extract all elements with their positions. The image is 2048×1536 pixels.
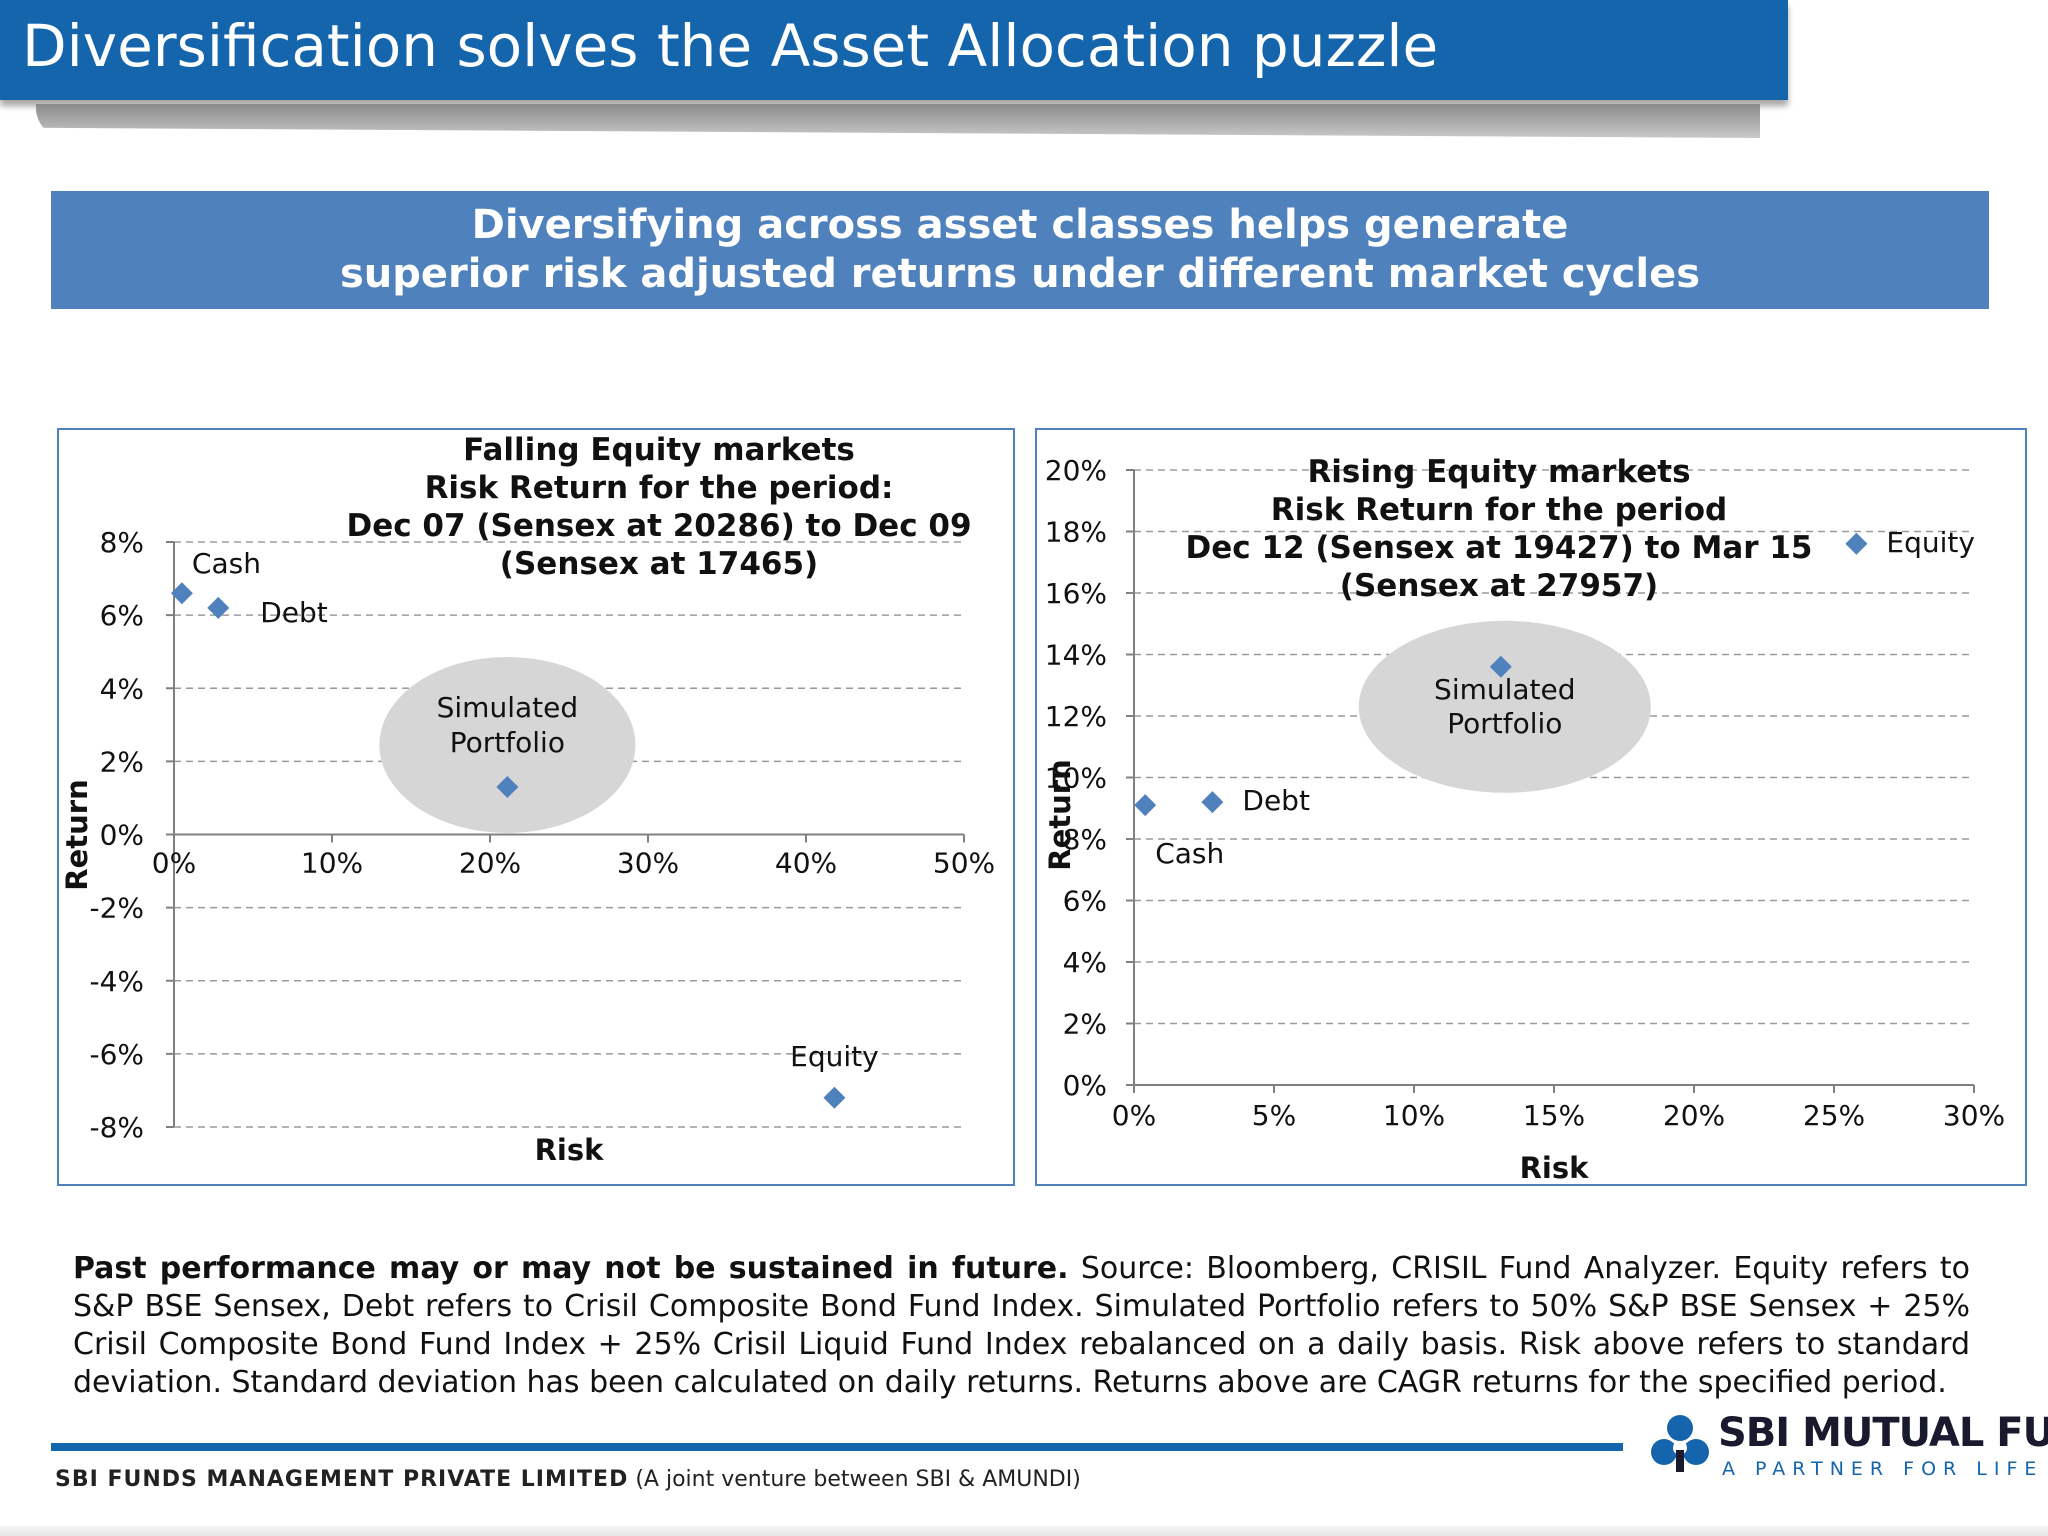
x-tick-label: 0%: [152, 847, 196, 880]
y-tick-label: -6%: [89, 1038, 144, 1071]
sbi-logo: SBI MUTUAL FUND A PARTNER FOR LIFE: [1648, 1410, 2048, 1490]
bottom-strip: [0, 1526, 2048, 1536]
x-tick-label: 50%: [933, 847, 995, 880]
data-label-equity: Equity: [790, 1040, 879, 1073]
y-tick-label: -4%: [89, 965, 144, 998]
title-bar: Diversification solves the Asset Allocat…: [0, 0, 1788, 100]
data-label-simulated-portfolio-line1: Simulated: [1434, 673, 1576, 706]
x-tick-label: 30%: [617, 847, 679, 880]
data-label-simulated-portfolio-line2: Portfolio: [450, 726, 565, 759]
x-tick-label: 0%: [1112, 1099, 1156, 1132]
chart-falling-markets: -8% -6% -4% -2% 0% 2% 4% 6% 8% 0% 10% 20% 30% 40% 50% F…: [57, 428, 1015, 1186]
y-tick-label: 20%: [1045, 454, 1107, 487]
y-tick-label: 0%: [1063, 1069, 1107, 1102]
y-tick-label: 10%: [1045, 762, 1107, 795]
footer-company: SBI FUNDS MANAGEMENT PRIVATE LIMITED (A …: [55, 1467, 1081, 1492]
disclaimer-text: Source: Bloomberg, CRISIL Fund Analyzer.…: [73, 1251, 1970, 1400]
chart-title-line: Risk Return for the period: [1271, 492, 1727, 528]
data-label-equity: Equity: [1886, 526, 1975, 559]
simulated-portfolio-highlight: [1358, 620, 1651, 793]
x-tick-label: 40%: [775, 847, 837, 880]
logo-tagline: A PARTNER FOR LIFE: [1722, 1458, 2044, 1480]
y-tick-label: 0%: [100, 819, 144, 852]
chart-falling-markets-svg: -8%-6%-4%-2%0%2%4%6%8%0% 10% 20% 30% 40% 50%F…: [60, 432, 995, 1167]
y-tick-label: 18%: [1045, 516, 1107, 549]
chart-title-line: Rising Equity markets: [1307, 454, 1690, 490]
logo-name: SBI MUTUAL FUND: [1718, 1410, 2048, 1456]
chart-title-line: Risk Return for the period:: [425, 470, 894, 506]
chart-title-line: (Sensex at 17465): [500, 546, 818, 582]
footer-divider: [51, 1443, 1623, 1451]
data-point-simulated-portfolio: [1489, 655, 1512, 678]
disclaimer-footnote: Past performance may or may not be susta…: [73, 1250, 1970, 1402]
data-point-simulated-portfolio: [496, 775, 519, 798]
chart-title-line: Falling Equity markets: [463, 432, 855, 468]
data-label-cash: Cash: [192, 547, 261, 580]
page-title: Diversification solves the Asset Allocat…: [22, 12, 1439, 80]
chart-title-line: (Sensex at 27957): [1340, 568, 1658, 604]
y-tick-label: 8%: [100, 526, 144, 559]
data-label-simulated-portfolio-line1: Simulated: [437, 691, 579, 724]
chart-rising-markets: 0% 2% 4% 6% 8% 10% 12% 14% 16% 18% 20% 0% 5% 10% 15% 20…: [1035, 428, 2027, 1186]
sbi-keyhole-icon: [1651, 1415, 1709, 1472]
x-tick-label: 25%: [1803, 1099, 1865, 1132]
chart-title-line: Dec 12 (Sensex at 19427) to Mar 15: [1186, 530, 1813, 566]
y-tick-label: 2%: [1063, 1008, 1107, 1041]
x-tick-label: 10%: [1383, 1099, 1445, 1132]
data-label-debt: Debt: [260, 596, 328, 629]
x-tick-label: 15%: [1523, 1099, 1585, 1132]
data-point-equity: [1845, 532, 1868, 555]
y-tick-label: -8%: [89, 1111, 144, 1144]
data-point-debt: [1201, 791, 1224, 814]
footer-company-note: (A joint venture between SBI & AMUNDI): [628, 1467, 1081, 1492]
banner-line-2: superior risk adjusted returns under dif…: [339, 251, 1701, 297]
chart-rising-markets-svg: 0% 2% 4% 6% 8% 10% 12% 14% 16% 18% 20% 0% 5% 10% 15% 20…: [1043, 454, 2005, 1185]
x-tick-label: 20%: [1663, 1099, 1725, 1132]
y-tick-label: 12%: [1045, 700, 1107, 733]
y-tick-label: 4%: [100, 672, 144, 705]
disclaimer-bold: Past performance may or may not be susta…: [73, 1251, 1069, 1286]
y-axis-title: Return: [60, 779, 94, 890]
data-label-simulated-portfolio-line2: Portfolio: [1447, 707, 1562, 740]
title-shadow-decoration: [36, 104, 1760, 138]
y-tick-label: 14%: [1045, 639, 1107, 672]
footer-company-name: SBI FUNDS MANAGEMENT PRIVATE LIMITED: [55, 1467, 629, 1492]
x-tick-label: 30%: [1943, 1099, 2005, 1132]
key-message-banner: Diversifying across asset classes helps …: [51, 191, 1989, 309]
data-point-equity: [823, 1086, 846, 1109]
y-tick-label: 6%: [100, 599, 144, 632]
x-tick-label: 5%: [1252, 1099, 1296, 1132]
y-axis-title: Return: [1043, 759, 1077, 870]
y-tick-label: 16%: [1045, 577, 1107, 610]
data-label-debt: Debt: [1242, 784, 1310, 817]
y-tick-label: 8%: [1063, 823, 1107, 856]
simulated-portfolio-highlight: [379, 656, 636, 833]
data-point-cash: [1134, 794, 1157, 817]
y-tick-label: 2%: [100, 745, 144, 778]
y-tick-label: -2%: [89, 892, 144, 925]
x-tick-label: 10%: [301, 847, 363, 880]
x-axis-title: Risk: [1520, 1151, 1590, 1184]
data-point-debt: [207, 596, 230, 619]
y-tick-label: 4%: [1063, 946, 1107, 979]
banner-line-1: Diversifying across asset classes helps …: [471, 202, 1569, 248]
chart-title-line: Dec 07 (Sensex at 20286) to Dec 09: [346, 508, 971, 544]
x-tick-label: 20%: [459, 847, 521, 880]
x-axis-title: Risk: [535, 1133, 605, 1167]
data-label-cash: Cash: [1155, 837, 1224, 870]
y-tick-label: 6%: [1063, 885, 1107, 918]
data-point-cash: [170, 582, 193, 605]
